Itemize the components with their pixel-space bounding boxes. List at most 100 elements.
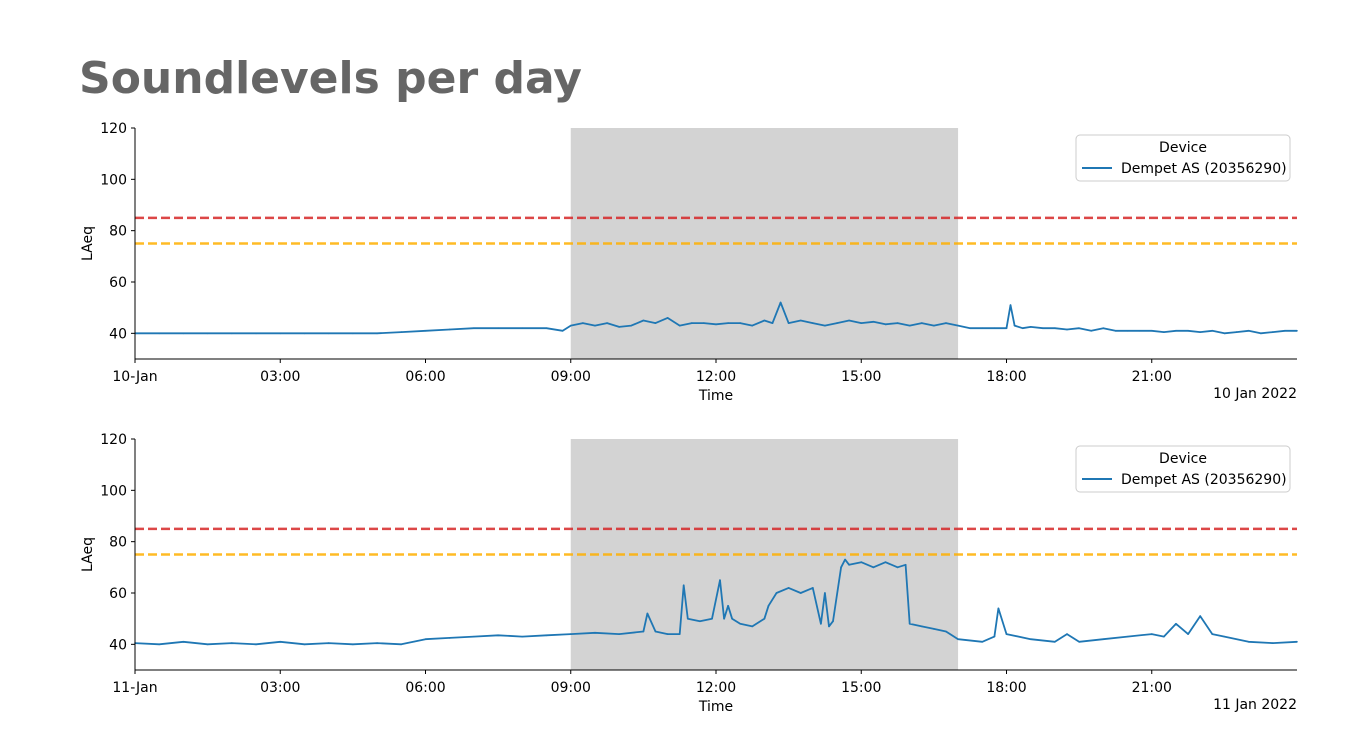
data-point xyxy=(497,327,499,329)
data-point xyxy=(1114,329,1117,332)
data-point xyxy=(646,612,649,615)
legend-title: Device xyxy=(1159,140,1207,156)
data-point xyxy=(352,332,354,335)
data-point xyxy=(352,643,354,646)
data-point xyxy=(787,322,790,324)
data-point xyxy=(751,625,754,628)
data-point xyxy=(703,322,705,324)
data-point xyxy=(771,322,774,324)
data-point xyxy=(848,319,850,322)
y-tick-label: 40 xyxy=(109,326,127,342)
page-title: Soundlevels per day xyxy=(79,53,582,104)
data-point xyxy=(1163,331,1165,333)
data-point xyxy=(844,558,846,561)
data-point xyxy=(981,327,984,329)
data-point xyxy=(711,617,713,620)
x-tick-label: 18:00 xyxy=(986,369,1026,385)
data-point xyxy=(424,638,427,640)
legend-box xyxy=(1075,445,1291,493)
data-point xyxy=(993,635,996,638)
data-point xyxy=(1102,327,1105,329)
data-point xyxy=(654,630,657,633)
x-tick-label: 06:00 xyxy=(405,369,445,385)
data-point xyxy=(848,563,850,566)
data-point xyxy=(303,332,306,335)
y-tick-label: 100 xyxy=(100,172,127,188)
data-point xyxy=(666,633,669,635)
data-point xyxy=(182,332,185,335)
data-point xyxy=(1021,327,1024,329)
x-tick-label: 12:00 xyxy=(696,369,736,385)
data-point xyxy=(1199,615,1201,617)
data-point xyxy=(1029,326,1032,328)
data-point xyxy=(279,332,282,335)
data-point xyxy=(957,324,959,327)
data-point xyxy=(739,322,742,324)
data-point xyxy=(1013,324,1016,327)
data-point xyxy=(561,329,564,332)
data-point xyxy=(1175,329,1177,332)
data-point xyxy=(618,326,620,328)
data-point xyxy=(303,643,306,646)
data-point xyxy=(630,324,633,327)
y-tick-label: 80 xyxy=(109,224,127,240)
x-tick-label: 21:00 xyxy=(1132,369,1172,385)
data-point xyxy=(521,327,524,329)
data-point xyxy=(606,322,608,324)
y-tick-label: 60 xyxy=(109,586,127,602)
data-point xyxy=(969,327,971,329)
data-point xyxy=(1066,328,1068,331)
data-point xyxy=(642,630,645,633)
data-point xyxy=(1009,304,1012,306)
data-point xyxy=(545,327,548,329)
date-label: 10 Jan 2022 xyxy=(1213,386,1297,402)
data-point xyxy=(231,642,233,644)
data-point xyxy=(1066,633,1068,635)
data-point xyxy=(896,566,899,569)
data-point xyxy=(1163,635,1165,638)
data-point xyxy=(206,643,209,646)
data-point xyxy=(569,324,572,327)
x-tick-label: 09:00 xyxy=(551,680,591,696)
data-point xyxy=(569,633,572,635)
data-point xyxy=(1005,633,1008,635)
data-point xyxy=(1271,642,1274,644)
chart-day-1: 40 60 80 100 120 10-Jan 03:00 06:00 09:00 12:00 15… xyxy=(80,121,1298,404)
data-point xyxy=(1235,331,1238,333)
data-point xyxy=(1150,633,1153,635)
y-tick-label: 120 xyxy=(100,432,127,448)
data-point xyxy=(820,623,822,625)
data-point xyxy=(682,584,685,587)
data-point xyxy=(1211,329,1214,332)
data-point xyxy=(158,332,161,335)
x-tick-label: 15:00 xyxy=(841,680,881,696)
data-point xyxy=(1247,329,1250,332)
data-point xyxy=(767,605,770,607)
data-point xyxy=(779,301,782,304)
legend: Device Dempet AS (20356290) xyxy=(1075,134,1291,182)
data-point xyxy=(832,620,834,623)
data-point xyxy=(860,322,863,324)
data-point xyxy=(448,637,451,639)
data-point xyxy=(642,319,645,322)
data-point xyxy=(763,319,766,322)
data-point xyxy=(731,617,733,620)
data-point xyxy=(1199,331,1201,333)
data-point xyxy=(945,322,947,324)
data-point xyxy=(812,322,814,324)
y-tick-label: 100 xyxy=(100,483,127,499)
chart-day-2: 40 60 80 100 120 11-Jan 03:00 06:00 09:00 12:00 15… xyxy=(80,432,1298,715)
data-point xyxy=(884,323,887,326)
x-tick-label: 03:00 xyxy=(260,680,300,696)
data-point xyxy=(872,320,875,323)
data-point xyxy=(473,635,475,638)
legend-entry: Dempet AS (20356290) xyxy=(1121,472,1287,488)
data-point xyxy=(787,587,790,589)
data-point xyxy=(904,563,907,566)
data-point xyxy=(582,322,584,324)
data-point xyxy=(799,319,802,322)
data-point xyxy=(739,623,742,625)
data-point xyxy=(1223,332,1226,335)
data-point xyxy=(828,625,830,628)
data-point xyxy=(1150,329,1153,332)
